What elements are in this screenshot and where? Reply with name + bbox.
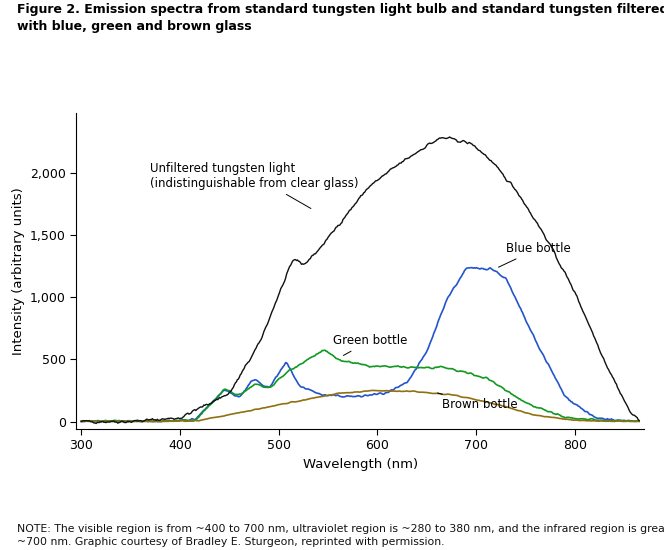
X-axis label: Wavelength (nm): Wavelength (nm) [303, 458, 418, 471]
Text: Blue bottle: Blue bottle [499, 242, 570, 267]
Text: NOTE: The visible region is from ~400 to 700 nm, ultraviolet region is ~280 to 3: NOTE: The visible region is from ~400 to… [17, 525, 664, 547]
Text: Brown bottle: Brown bottle [438, 393, 517, 411]
Y-axis label: Intensity (arbitrary units): Intensity (arbitrary units) [11, 187, 25, 355]
Text: Figure 2. Emission spectra from standard tungsten light bulb and standard tungst: Figure 2. Emission spectra from standard… [17, 3, 664, 33]
Text: Unfiltered tungsten light
(indistinguishable from clear glass): Unfiltered tungsten light (indistinguish… [151, 162, 359, 208]
Text: Green bottle: Green bottle [333, 334, 408, 355]
